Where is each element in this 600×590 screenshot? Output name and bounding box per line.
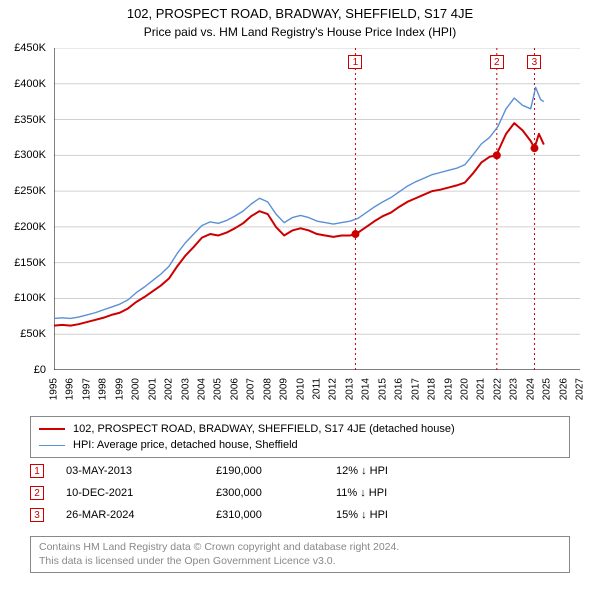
x-tick-label: 2019: [443, 378, 454, 400]
x-tick-label: 2008: [262, 378, 273, 400]
x-tick-label: 2017: [410, 378, 421, 400]
marker-date: 26-MAR-2024: [66, 509, 216, 521]
x-tick-label: 2013: [344, 378, 355, 400]
y-tick-label: £450K: [14, 42, 46, 54]
x-tick-label: 2027: [575, 378, 586, 400]
plot-area: 1 2 3: [54, 48, 580, 370]
x-tick-label: 2014: [361, 378, 372, 400]
y-tick-label: £250K: [14, 185, 46, 197]
x-tick-label: 2010: [295, 378, 306, 400]
x-tick-label: 2005: [213, 378, 224, 400]
x-tick-label: 2020: [459, 378, 470, 400]
x-tick-label: 2025: [542, 378, 553, 400]
marker-badge: 3: [30, 508, 44, 522]
marker-row: 1 03-MAY-2013£190,00012% ↓ HPI: [30, 460, 570, 482]
chart-marker-badge: 2: [490, 55, 504, 69]
x-tick-label: 2015: [377, 378, 388, 400]
legend-swatch-price-paid: [39, 428, 65, 430]
chart-svg: [54, 48, 580, 370]
marker-price: £190,000: [216, 465, 336, 477]
marker-price: £310,000: [216, 509, 336, 521]
marker-table: 1 03-MAY-2013£190,00012% ↓ HPI 2 10-DEC-202…: [30, 460, 570, 526]
chart-marker-badge: 3: [527, 55, 541, 69]
x-tick-label: 2022: [492, 378, 503, 400]
y-axis-labels: £0£50K£100K£150K£200K£250K£300K£350K£400…: [0, 48, 50, 370]
attribution-line2: This data is licensed under the Open Gov…: [39, 555, 561, 569]
marker-pct: 11% ↓ HPI: [336, 487, 476, 499]
x-tick-label: 2011: [312, 378, 323, 400]
x-tick-label: 2024: [525, 378, 536, 400]
x-tick-label: 2009: [279, 378, 290, 400]
legend-item-hpi: HPI: Average price, detached house, Shef…: [39, 437, 561, 453]
x-tick-label: 2026: [558, 378, 569, 400]
legend: 102, PROSPECT ROAD, BRADWAY, SHEFFIELD, …: [30, 416, 570, 458]
y-tick-label: £100K: [14, 292, 46, 304]
marker-row: 3 26-MAR-2024£310,00015% ↓ HPI: [30, 504, 570, 526]
x-tick-label: 2002: [164, 378, 175, 400]
y-tick-label: £300K: [14, 149, 46, 161]
y-tick-label: £0: [34, 364, 46, 376]
marker-date: 03-MAY-2013: [66, 465, 216, 477]
x-tick-label: 2000: [131, 378, 142, 400]
x-tick-label: 2018: [427, 378, 438, 400]
attribution-box: Contains HM Land Registry data © Crown c…: [30, 536, 570, 573]
y-tick-label: £200K: [14, 221, 46, 233]
x-tick-label: 2001: [147, 378, 158, 400]
marker-badge: 1: [30, 464, 44, 478]
x-tick-label: 2023: [509, 378, 520, 400]
chart-marker-badge: 1: [348, 55, 362, 69]
y-tick-label: £400K: [14, 78, 46, 90]
marker-badge: 2: [30, 486, 44, 500]
x-tick-label: 2016: [394, 378, 405, 400]
attribution-line1: Contains HM Land Registry data © Crown c…: [39, 541, 561, 555]
x-tick-label: 2006: [229, 378, 240, 400]
y-tick-label: £50K: [20, 328, 46, 340]
x-tick-label: 1995: [49, 378, 60, 400]
x-tick-label: 2004: [196, 378, 207, 400]
chart-title: 102, PROSPECT ROAD, BRADWAY, SHEFFIELD, …: [0, 0, 600, 21]
legend-swatch-hpi: [39, 445, 65, 446]
x-tick-label: 1999: [114, 378, 125, 400]
x-tick-label: 1998: [98, 378, 109, 400]
x-tick-label: 2007: [246, 378, 257, 400]
marker-price: £300,000: [216, 487, 336, 499]
y-tick-label: £350K: [14, 114, 46, 126]
legend-label-hpi: HPI: Average price, detached house, Shef…: [73, 439, 298, 451]
x-tick-label: 1996: [65, 378, 76, 400]
x-tick-label: 2003: [180, 378, 191, 400]
legend-label-price-paid: 102, PROSPECT ROAD, BRADWAY, SHEFFIELD, …: [73, 423, 455, 435]
x-axis-labels: 1995199619971998199920002001200220032004…: [54, 372, 580, 406]
marker-pct: 15% ↓ HPI: [336, 509, 476, 521]
x-tick-label: 2021: [476, 378, 487, 400]
y-tick-label: £150K: [14, 257, 46, 269]
marker-date: 10-DEC-2021: [66, 487, 216, 499]
marker-row: 2 10-DEC-2021£300,00011% ↓ HPI: [30, 482, 570, 504]
chart-subtitle: Price paid vs. HM Land Registry's House …: [0, 21, 600, 45]
x-tick-label: 2012: [328, 378, 339, 400]
legend-item-price-paid: 102, PROSPECT ROAD, BRADWAY, SHEFFIELD, …: [39, 421, 561, 437]
chart-container: { "title": "102, PROSPECT ROAD, BRADWAY,…: [0, 0, 600, 590]
x-tick-label: 1997: [81, 378, 92, 400]
marker-pct: 12% ↓ HPI: [336, 465, 476, 477]
